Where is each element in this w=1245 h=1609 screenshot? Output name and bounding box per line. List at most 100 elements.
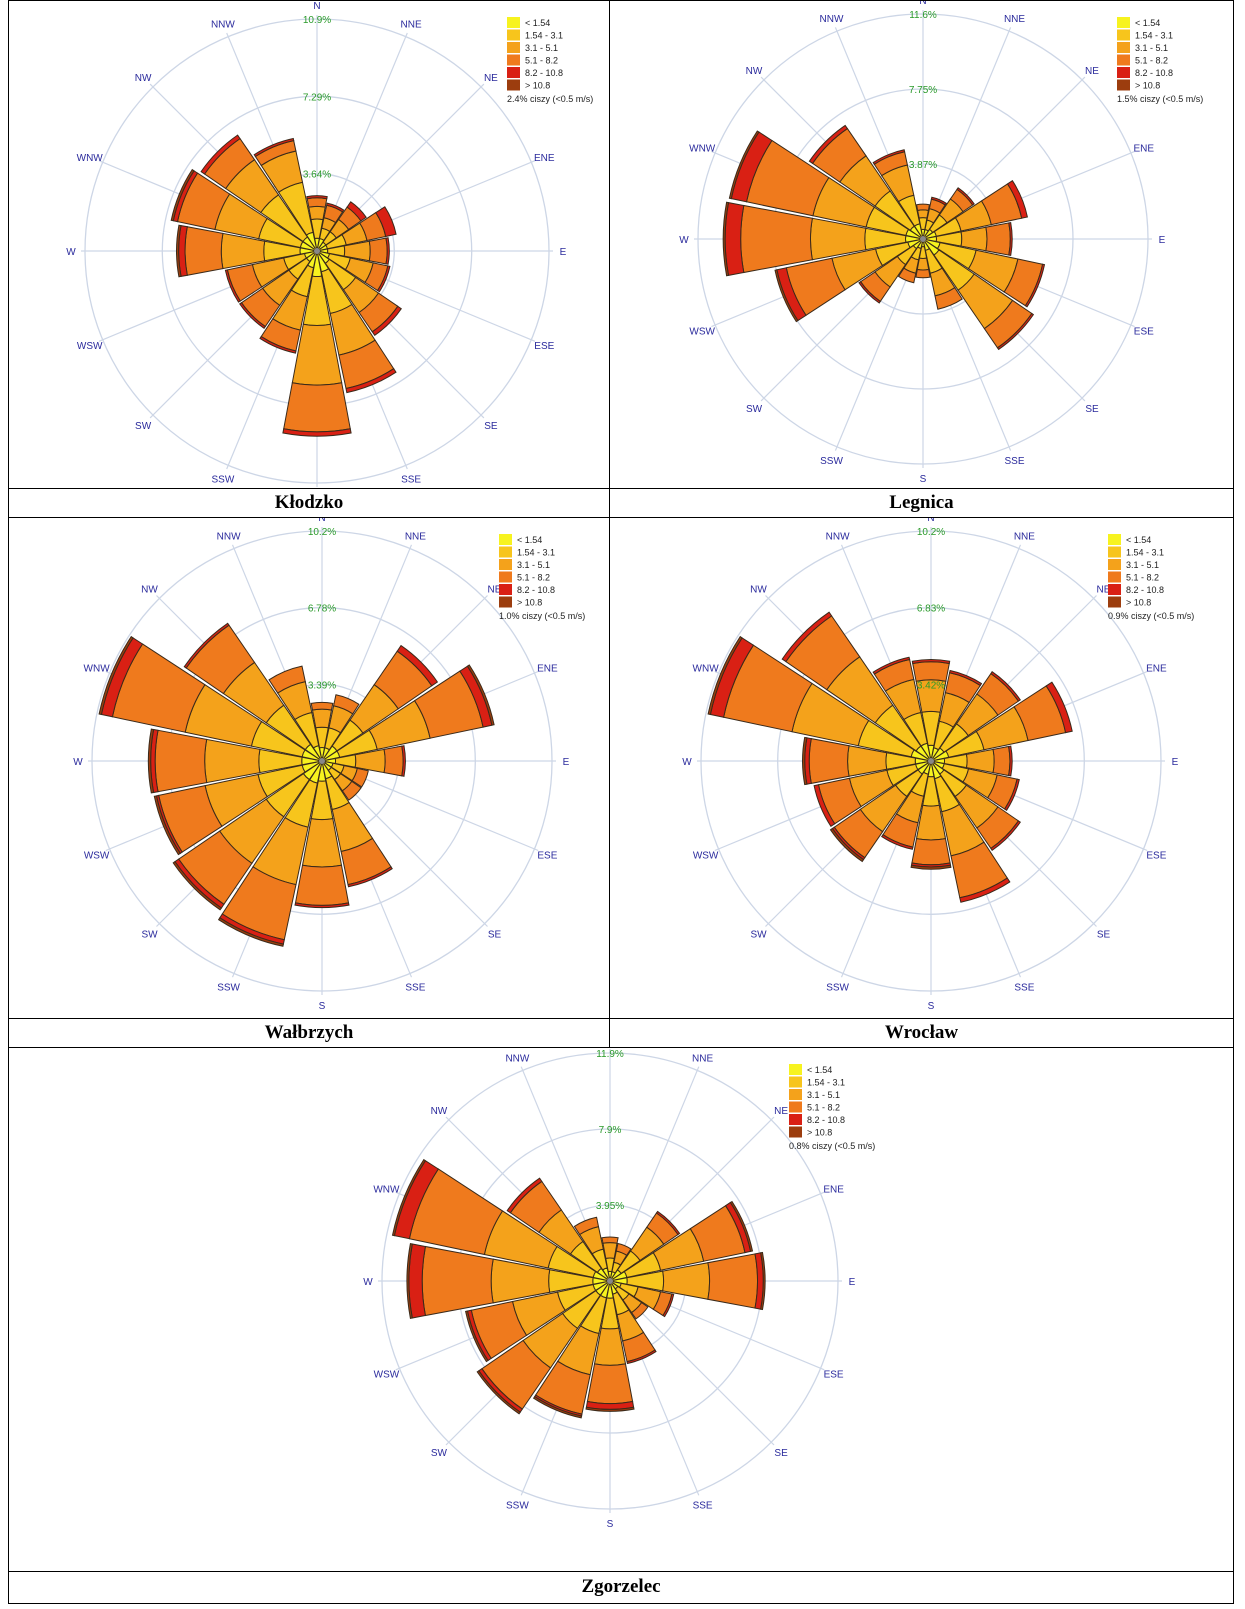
calm-note: 0.8% ciszy (<0.5 m/s) <box>789 1141 875 1151</box>
legend-label: 5.1 - 8.2 <box>807 1103 840 1113</box>
sector-nnw-bin-4 <box>253 137 295 158</box>
center-point <box>607 1278 613 1284</box>
sector-ssw-bin-5 <box>217 917 285 947</box>
legend-swatch <box>1108 534 1121 545</box>
direction-label: S <box>607 1519 614 1530</box>
ring-label: 3.42% <box>917 680 945 691</box>
direction-label: W <box>363 1277 373 1288</box>
ring-label: 7.75% <box>909 85 937 96</box>
sector-s-bin-5 <box>910 864 952 870</box>
legend-label: 3.1 - 5.1 <box>1126 560 1159 570</box>
sector-nne-bin-4 <box>930 196 948 206</box>
sector-s-bin-3 <box>294 864 350 906</box>
rose-sectors <box>98 622 495 947</box>
legend-label: < 1.54 <box>1126 535 1151 545</box>
direction-label: SSW <box>506 1501 529 1512</box>
sector-wsw-bin-4 <box>224 269 242 303</box>
sector-se-bin-4 <box>996 312 1035 351</box>
legend-swatch <box>789 1064 802 1075</box>
legend-label: 5.1 - 8.2 <box>1126 573 1159 583</box>
wind-rose-klodzko: NNNENEENEEESESESSESSSWSWWSWWWNWNWNNW3.64… <box>66 1 593 504</box>
legend-label: 8.2 - 10.8 <box>1126 585 1164 595</box>
sector-n-bin-4 <box>911 659 951 665</box>
legend-label: 5.1 - 8.2 <box>525 56 558 66</box>
sector-sse-bin-4 <box>347 866 393 888</box>
chart-cell-walbrzych: N NNE NE ENE E ESE SE SSE S SSW SW WSW W WNW NW NNW 3.39… <box>8 513 610 1019</box>
direction-label: NNW <box>826 532 850 543</box>
sector-ese-bin-3 <box>351 767 369 788</box>
sector-sw-bin-4 <box>239 302 266 329</box>
sector-ese-bin-4 <box>1024 263 1046 308</box>
center-point <box>314 248 320 254</box>
sector-ene-bin-5 <box>466 664 495 726</box>
sector-wsw-bin-5 <box>774 269 799 323</box>
direction-label: NE <box>484 73 498 84</box>
sector-n-bin-3 <box>916 203 930 211</box>
legend-swatch <box>1117 54 1130 66</box>
legend-swatch <box>789 1076 802 1088</box>
wind-rose-wroclaw: N NNE NE ENE E ESE SE SSE S SSW SW WSW W WNW NW NNW 3.42… <box>682 513 1194 1012</box>
sector-wsw-bin-4 <box>813 784 836 827</box>
ring-label: 3.64% <box>303 170 331 181</box>
legend-label: 5.1 - 8.2 <box>1135 56 1168 66</box>
direction-label: ENE <box>537 664 558 675</box>
sector-nw-bin-4 <box>183 622 230 669</box>
direction-label: WSW <box>689 327 715 338</box>
sector-n-bin-2 <box>308 205 326 221</box>
direction-label: NNE <box>405 532 426 543</box>
direction-label: ENE <box>823 1184 844 1195</box>
legend-swatch <box>789 1126 802 1138</box>
legend-swatch <box>507 67 520 78</box>
direction-label: SSE <box>693 1501 713 1512</box>
legend-label: 1.54 - 3.1 <box>517 548 555 558</box>
ring-label: 10.2% <box>917 527 945 538</box>
legend-label: 8.2 - 10.8 <box>807 1115 845 1125</box>
rose-sectors <box>391 1158 766 1419</box>
legend-swatch <box>1117 29 1130 41</box>
sector-w-bin-5 <box>722 201 730 277</box>
sector-w-bin-3 <box>808 738 850 784</box>
legend-swatch <box>1108 596 1121 608</box>
sector-nw-bin-4 <box>200 134 241 175</box>
direction-label: E <box>1172 757 1179 768</box>
direction-label: WSW <box>693 850 719 861</box>
sector-ene-bin-4 <box>1045 681 1073 734</box>
direction-label: NE <box>774 1106 788 1117</box>
sector-s-bin-3 <box>915 268 931 279</box>
station-label-klodzko: Kłodzko <box>8 488 610 518</box>
direction-label: NW <box>431 1106 448 1117</box>
legend: < 1.54 1.54 - 3.1 3.1 - 5.1 5.1 - 8.2 8.2 - … <box>499 534 585 621</box>
direction-label: NE <box>488 585 502 596</box>
sector-nw-bin-4 <box>808 124 849 165</box>
direction-label: ESE <box>824 1370 844 1381</box>
legend-swatch <box>507 42 520 53</box>
legend-swatch <box>1117 17 1130 28</box>
chart-cell-legnica: N NNE NE ENE E ESE SE SSE S SSW SW WSW W WNW NW NNW 3.87… <box>609 0 1234 489</box>
sector-nw-bin-4 <box>781 611 833 663</box>
sector-ssw-bin-4 <box>880 834 914 850</box>
sector-w-bin-3 <box>154 729 208 793</box>
sector-ne-bin-4 <box>990 670 1022 702</box>
sector-wsw-bin-5 <box>153 795 181 856</box>
ring-label: 6.83% <box>917 604 945 615</box>
legend-swatch <box>499 596 512 608</box>
direction-label: ENE <box>534 153 555 164</box>
center-point <box>319 758 325 764</box>
direction-label: SW <box>750 930 767 941</box>
direction-label: ESE <box>537 850 557 861</box>
calm-note: 2.4% ciszy (<0.5 m/s) <box>507 94 593 104</box>
legend-swatch <box>499 584 512 595</box>
direction-label: SW <box>141 930 158 941</box>
sector-e-bin-4 <box>401 745 406 777</box>
sector-e-bin-3 <box>383 745 404 777</box>
legend-label: < 1.54 <box>1135 18 1160 28</box>
direction-label: WSW <box>77 341 103 352</box>
direction-label: SW <box>135 421 152 432</box>
sector-se-bin-4 <box>990 820 1022 852</box>
center-point <box>928 758 934 764</box>
sector-wnw-bin-5 <box>391 1158 427 1237</box>
sector-ne-bin-4 <box>346 201 367 222</box>
sector-s-bin-3 <box>283 382 351 433</box>
legend-swatch <box>499 571 512 583</box>
direction-label: SW <box>746 404 763 415</box>
